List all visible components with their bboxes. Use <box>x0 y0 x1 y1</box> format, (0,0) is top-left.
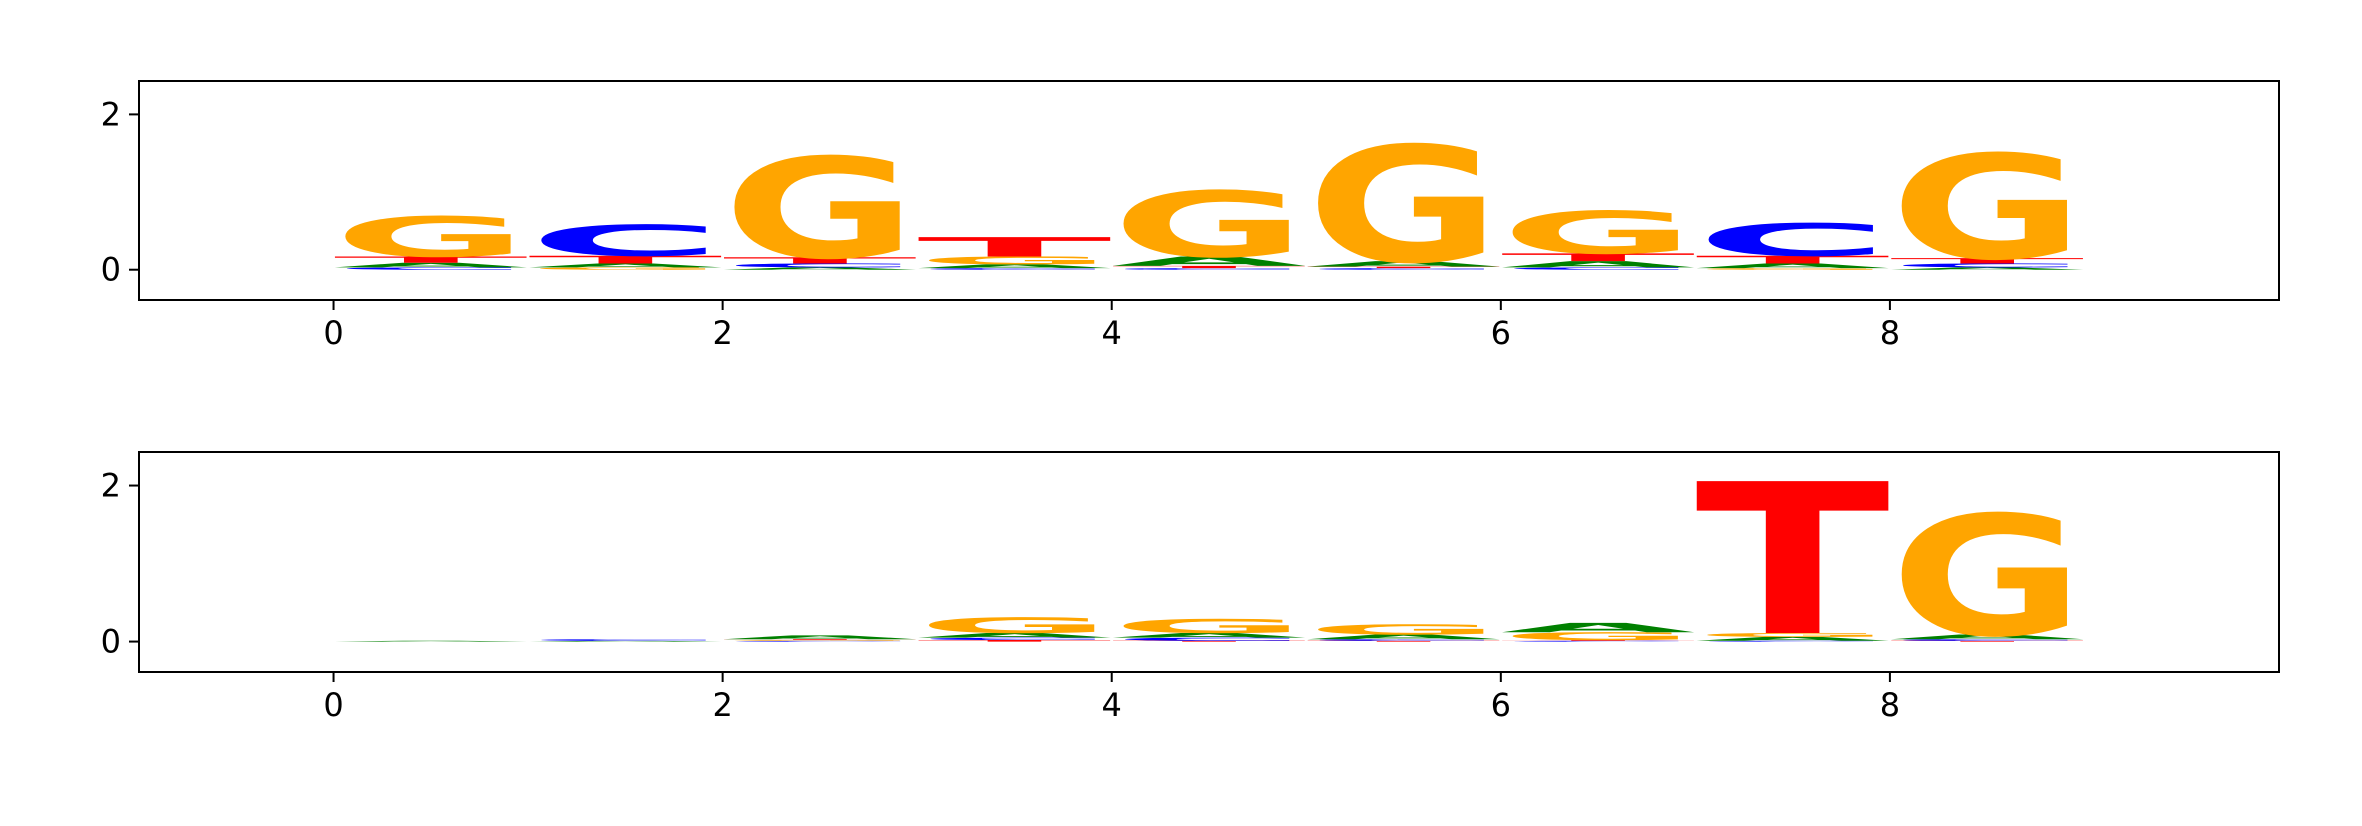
logo-letter: G <box>917 613 1112 638</box>
logo-letter: T <box>1112 641 1307 642</box>
x-tick-label: 2 <box>712 314 732 352</box>
logo-letter: C <box>917 637 1112 641</box>
logo-letter: A <box>1890 267 2085 271</box>
logo-letter: G <box>1112 174 1307 278</box>
logo-letter: G <box>917 254 1112 266</box>
logo-letter: A <box>528 641 723 642</box>
axes-frame <box>138 451 2280 673</box>
logo-letter: A <box>723 267 918 271</box>
logo-letter: T <box>1306 266 1501 268</box>
logo-letter: A <box>1695 636 1890 642</box>
logo-letter: C <box>1695 215 1890 267</box>
logo-letter: T <box>1501 251 1698 263</box>
logo-letter: A <box>334 641 529 642</box>
logo-letter: T <box>528 254 725 266</box>
y-tick-label: 2 <box>101 95 121 133</box>
logo-letter: T <box>917 640 1112 643</box>
logo-letter: A <box>334 261 529 268</box>
logo-letter: T <box>723 639 918 640</box>
logo-letter: T <box>1306 641 1501 642</box>
logo-letter: G <box>1890 482 2085 675</box>
logo-letter: A <box>1501 259 1696 269</box>
panel: CGTAGTACCGTATCAGTCAGTCAGCTGACAGTTCAG0246… <box>101 439 2280 724</box>
logo-letter: G <box>528 267 723 271</box>
logo-letter: G <box>1501 200 1696 268</box>
y-tick-label: 0 <box>101 623 121 661</box>
logo-letter: A <box>1890 633 2085 641</box>
logo-letter: A <box>1501 620 1696 635</box>
axes-frame <box>138 80 2280 301</box>
logo-letter: G <box>1890 126 2085 293</box>
logo-letter: C <box>1112 637 1307 642</box>
logo-letter: G <box>1306 622 1501 638</box>
x-tick-label: 8 <box>1880 686 1900 724</box>
logo-letter: G <box>723 130 918 290</box>
logo-letter: A <box>1306 633 1501 641</box>
logo-letter: A <box>917 263 1112 269</box>
x-tick-label: 2 <box>712 686 732 724</box>
logo-letter: G <box>1695 268 1890 270</box>
logo-letter: T <box>1112 265 1307 269</box>
logo-letter: T <box>1695 254 1892 266</box>
logo-letter: A <box>1112 254 1307 269</box>
logo-letter: C <box>1306 268 1501 270</box>
logo-letter: A <box>1112 632 1307 640</box>
logo-letter: C <box>1501 641 1696 642</box>
logo-letter: G <box>1695 632 1890 638</box>
logo-letter: T <box>723 256 920 266</box>
x-tick-label: 0 <box>323 314 343 352</box>
x-tick-label: 6 <box>1491 686 1511 724</box>
logo-letter: G <box>1306 114 1501 300</box>
plot-area: CGTAGTACCGTATCAGTCAGTCAGCTGACAGTTCAG <box>334 439 2086 683</box>
y-tick-label: 0 <box>101 251 121 289</box>
x-tick-label: 4 <box>1102 686 1122 724</box>
logo-letter: T <box>1890 641 2085 642</box>
logo-letter: C <box>723 262 918 268</box>
logo-letter: T <box>1890 257 2085 266</box>
logo-letter: C <box>334 267 529 271</box>
logo-letter: T <box>1695 439 1890 683</box>
logo-letter: G <box>723 640 918 641</box>
y-tick-label: 2 <box>101 467 121 505</box>
logo-letter: T <box>334 255 531 265</box>
logo-letter: C <box>917 268 1112 270</box>
logo-letter: C <box>1890 639 2085 642</box>
logo-letter: A <box>1695 262 1890 269</box>
logo-letter: T <box>917 232 1112 263</box>
logo-letter: C <box>723 641 918 642</box>
logo-letter: C <box>1695 641 1890 642</box>
logo-letter: C <box>1501 267 1696 271</box>
logo-letter: A <box>1306 260 1501 269</box>
logo-letter: A <box>917 632 1112 640</box>
x-tick-label: 4 <box>1102 314 1122 352</box>
logo-letter: C <box>1890 262 2085 268</box>
logo-letter: G <box>334 206 529 270</box>
x-tick-label: 0 <box>323 686 343 724</box>
logo-letter: A <box>528 262 723 268</box>
logo-letter: T <box>1501 640 1696 641</box>
logo-letter: C <box>528 217 723 266</box>
logo-letter: C <box>1112 268 1307 270</box>
logo-letter: C <box>528 639 723 642</box>
logo-letter: G <box>1112 615 1307 637</box>
x-tick-label: 8 <box>1880 314 1900 352</box>
x-tick-label: 6 <box>1491 314 1511 352</box>
logo-letter: G <box>1501 630 1696 642</box>
logo-letter: C <box>1306 639 1501 642</box>
logo-letter: A <box>723 634 918 640</box>
